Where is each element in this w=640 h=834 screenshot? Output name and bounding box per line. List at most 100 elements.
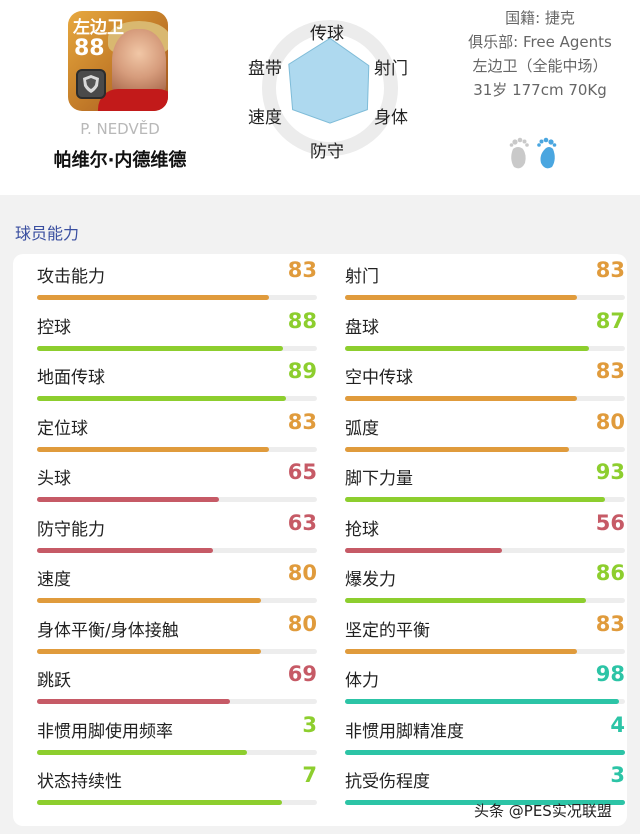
stat-row: 盘球 87 [345, 305, 625, 356]
ability-radar-chart: 传球 射门 身体 防守 速度 盘带 [240, 14, 420, 164]
stat-value: 83 [287, 409, 317, 434]
stat-bar-fill [345, 648, 578, 654]
club: 俱乐部: Free Agents [468, 33, 612, 51]
section-title: 球员能力 [15, 224, 80, 243]
club-crest-icon [76, 69, 106, 99]
stat-bar-fill [345, 800, 625, 805]
stat-row: 状态持续性 7 [37, 759, 317, 810]
stat-bar-track [345, 648, 625, 654]
stat-bar-track [345, 749, 625, 755]
player-name-cn: 帕维尔·内德维德 [53, 150, 187, 171]
stat-row: 身体平衡/身体接触 80 [37, 608, 317, 659]
stat-value: 65 [287, 460, 317, 484]
stat-bar-track [37, 446, 317, 452]
card-rating: 88 [74, 36, 105, 61]
stat-bar-fill [345, 446, 569, 452]
stats-column-right: 射门 83 盘球 87 空中传球 83 弧度 80 脚下力量 93 抢球 56 爆发力 86 坚定的平衡 83… [345, 254, 625, 810]
stat-label: 速度 [37, 570, 71, 590]
radar-label-dribbling: 盘带 [248, 59, 282, 79]
stat-label: 头球 [37, 469, 71, 489]
stat-bar-track [37, 497, 317, 502]
stat-bar-fill [37, 800, 282, 805]
stat-bar-fill [345, 598, 586, 603]
stat-row: 定位球 83 [37, 406, 317, 457]
stat-bar-fill [345, 295, 578, 300]
stat-bar-track [345, 396, 625, 401]
stat-label: 体力 [345, 671, 379, 691]
stat-bar-track [345, 699, 625, 704]
stat-label: 脚下力量 [345, 469, 413, 489]
stat-bar-fill [37, 598, 261, 603]
stat-bar-fill [345, 699, 620, 704]
stat-bar-fill [345, 345, 589, 351]
stat-value: 56 [595, 510, 625, 535]
radar-label-defending: 防守 [310, 142, 344, 162]
stat-bar-track [37, 396, 317, 401]
stat-row: 抢球 56 [345, 507, 625, 558]
stat-bar-track [37, 648, 317, 654]
radar-label-passing: 传球 [310, 24, 344, 44]
stat-value: 88 [287, 308, 317, 333]
stat-bar-fill [37, 345, 284, 351]
stat-bar-track [37, 295, 317, 300]
stat-value: 69 [287, 662, 317, 686]
stat-bar-track [345, 547, 625, 553]
stat-bar-fill [345, 396, 578, 401]
stat-row: 地面传球 89 [37, 355, 317, 406]
stat-row: 空中传球 83 [345, 355, 625, 406]
stat-row: 抗受伤程度 3 [345, 759, 625, 810]
stat-bar-track [37, 547, 317, 553]
nationality: 国籍: 捷克 [505, 9, 575, 27]
stat-row: 射门 83 [345, 254, 625, 305]
player-info: 国籍: 捷克 俱乐部: Free Agents 左边卫（全能中场） 31岁 17… [440, 6, 640, 102]
stat-bar-track [37, 800, 317, 805]
stat-bar-fill [37, 648, 261, 654]
stat-label: 定位球 [37, 418, 88, 439]
left-foot-icon [509, 137, 529, 169]
stat-value: 7 [302, 763, 317, 787]
stat-value: 63 [287, 510, 317, 535]
player-name-en: P. NEDVĚD [80, 120, 160, 138]
player-card[interactable]: 左边卫 88 [68, 11, 168, 111]
stat-bar-track [345, 800, 625, 805]
stat-label: 爆发力 [345, 570, 396, 590]
stat-label: 坚定的平衡 [345, 620, 430, 641]
stat-value: 83 [595, 611, 625, 636]
stat-value: 89 [287, 359, 317, 383]
stat-bar-fill [37, 497, 219, 502]
stat-row: 坚定的平衡 83 [345, 608, 625, 659]
stat-row: 非惯用脚精准度 4 [345, 709, 625, 760]
radar-label-physical: 身体 [374, 108, 408, 128]
radar-label-shooting: 射门 [374, 59, 408, 79]
stat-value: 83 [595, 359, 625, 383]
stat-label: 地面传球 [37, 368, 105, 388]
stat-bar-fill [37, 446, 270, 452]
stat-bar-track [345, 295, 625, 300]
stat-value: 3 [610, 763, 625, 787]
body-stats: 31岁 177cm 70Kg [473, 81, 607, 99]
stat-label: 抗受伤程度 [345, 772, 430, 792]
stat-row: 脚下力量 93 [345, 456, 625, 507]
stat-bar-fill [37, 396, 287, 401]
stat-value: 80 [595, 409, 625, 434]
stat-label: 空中传球 [345, 368, 413, 388]
stat-value: 83 [595, 258, 625, 282]
stat-row: 速度 80 [37, 557, 317, 608]
feet-icon [505, 133, 565, 173]
stat-label: 身体平衡/身体接触 [37, 620, 179, 641]
player-shirt [98, 89, 168, 111]
stat-bar-track [37, 598, 317, 603]
watermark: 头条 @PES实况联盟 [474, 802, 612, 820]
stat-row: 爆发力 86 [345, 557, 625, 608]
stat-row: 防守能力 63 [37, 507, 317, 558]
stat-row: 弧度 80 [345, 406, 625, 457]
ability-panel: 攻击能力 83 控球 88 地面传球 89 定位球 83 头球 65 防守能力 63 速度 80 身体平衡/… [13, 254, 627, 826]
stat-label: 非惯用脚使用频率 [37, 721, 173, 742]
radar-shape [288, 37, 370, 124]
right-foot-icon [537, 137, 557, 169]
stat-bar-track [345, 497, 625, 502]
stat-row: 攻击能力 83 [37, 254, 317, 305]
stat-value: 87 [595, 308, 625, 333]
stat-bar-fill [37, 547, 214, 553]
stat-value: 98 [595, 662, 625, 686]
